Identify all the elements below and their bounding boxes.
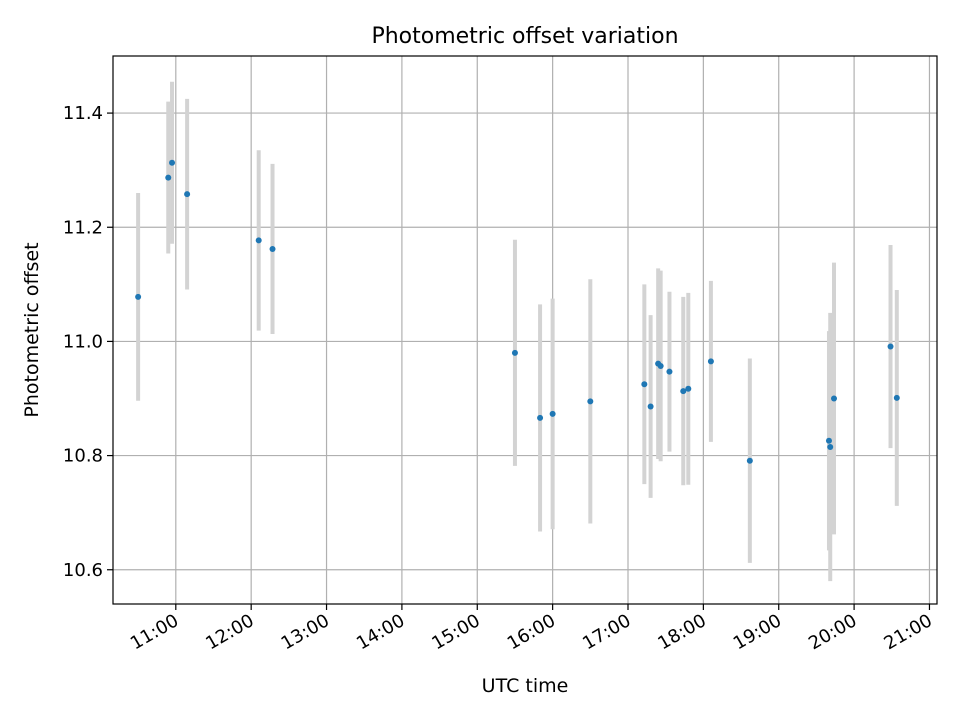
data-point: [825, 437, 832, 444]
y-tick-label: 11.2: [63, 217, 103, 238]
data-point: [746, 457, 753, 464]
data-point: [680, 388, 687, 395]
chart-title: Photometric offset variation: [371, 24, 678, 49]
data-point: [887, 343, 894, 350]
data-point: [827, 444, 834, 451]
y-tick-label: 10.6: [63, 560, 103, 581]
data-point: [537, 414, 544, 421]
data-point: [685, 385, 692, 392]
data-point: [165, 174, 172, 181]
plot-frame: [112, 55, 938, 605]
data-points: [135, 159, 900, 464]
data-point: [549, 410, 556, 417]
data-point: [831, 395, 837, 402]
y-axis-ticks: 10.6 10.8 11.0 11.2 11.4: [63, 103, 113, 581]
y-tick-label: 11.4: [63, 103, 103, 124]
data-point: [707, 358, 714, 365]
data-point: [269, 245, 276, 252]
data-point: [184, 191, 191, 198]
data-point: [666, 368, 673, 375]
y-tick-label: 11.0: [63, 331, 103, 352]
data-point: [511, 349, 518, 356]
data-point: [647, 403, 654, 410]
data-point: [641, 381, 648, 388]
x-axis-label: UTC time: [482, 675, 569, 697]
data-point: [169, 159, 176, 166]
data-point: [255, 237, 262, 244]
data-point: [587, 398, 594, 405]
y-tick-label: 10.8: [63, 446, 103, 467]
data-point: [135, 293, 142, 300]
data-point: [657, 362, 664, 369]
data-point: [893, 394, 900, 401]
y-axis-label: Photometric offset: [21, 242, 43, 417]
